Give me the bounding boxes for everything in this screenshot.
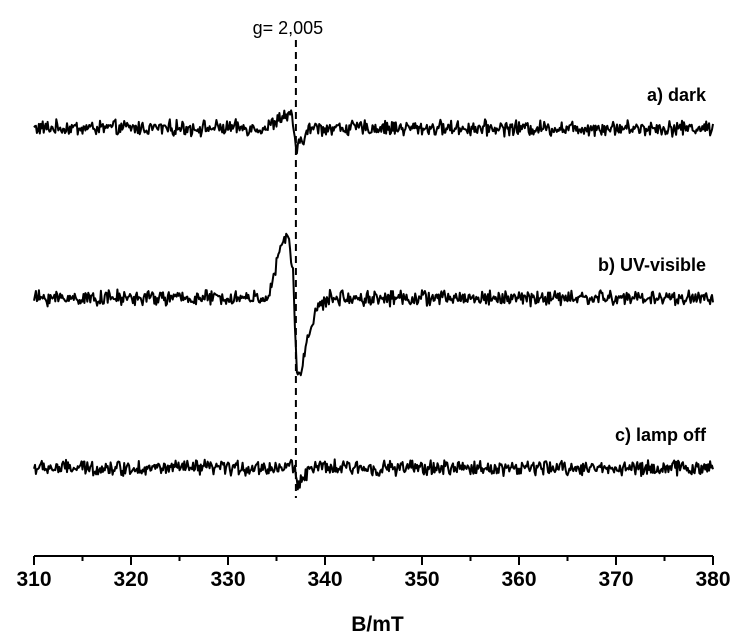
series-layer xyxy=(33,109,714,491)
series-line-2 xyxy=(33,232,714,377)
x-tick-label: 380 xyxy=(695,568,730,591)
x-tick-label: 370 xyxy=(598,568,633,591)
x-axis: 310 320 330 340 350 360 370 380 xyxy=(16,555,731,591)
x-tick-label: 350 xyxy=(404,568,439,591)
x-tick-label: 310 xyxy=(16,568,51,591)
x-tick-label: 330 xyxy=(210,568,245,591)
x-tick-label: 320 xyxy=(113,568,148,591)
g-factor-label: g= 2,005 xyxy=(253,18,324,38)
x-tick-label: 340 xyxy=(307,568,342,591)
x-axis-title: B/mT xyxy=(351,613,404,636)
series-label-3: c) lamp off xyxy=(615,425,707,445)
series-label-2: b) UV-visible xyxy=(598,255,706,275)
x-tick-label: 360 xyxy=(501,568,536,591)
series-label-1: a) dark xyxy=(647,85,707,105)
series-line-3 xyxy=(33,458,714,491)
series-labels: a) dark b) UV-visible c) lamp off xyxy=(598,85,707,445)
series-line-1 xyxy=(33,109,714,155)
